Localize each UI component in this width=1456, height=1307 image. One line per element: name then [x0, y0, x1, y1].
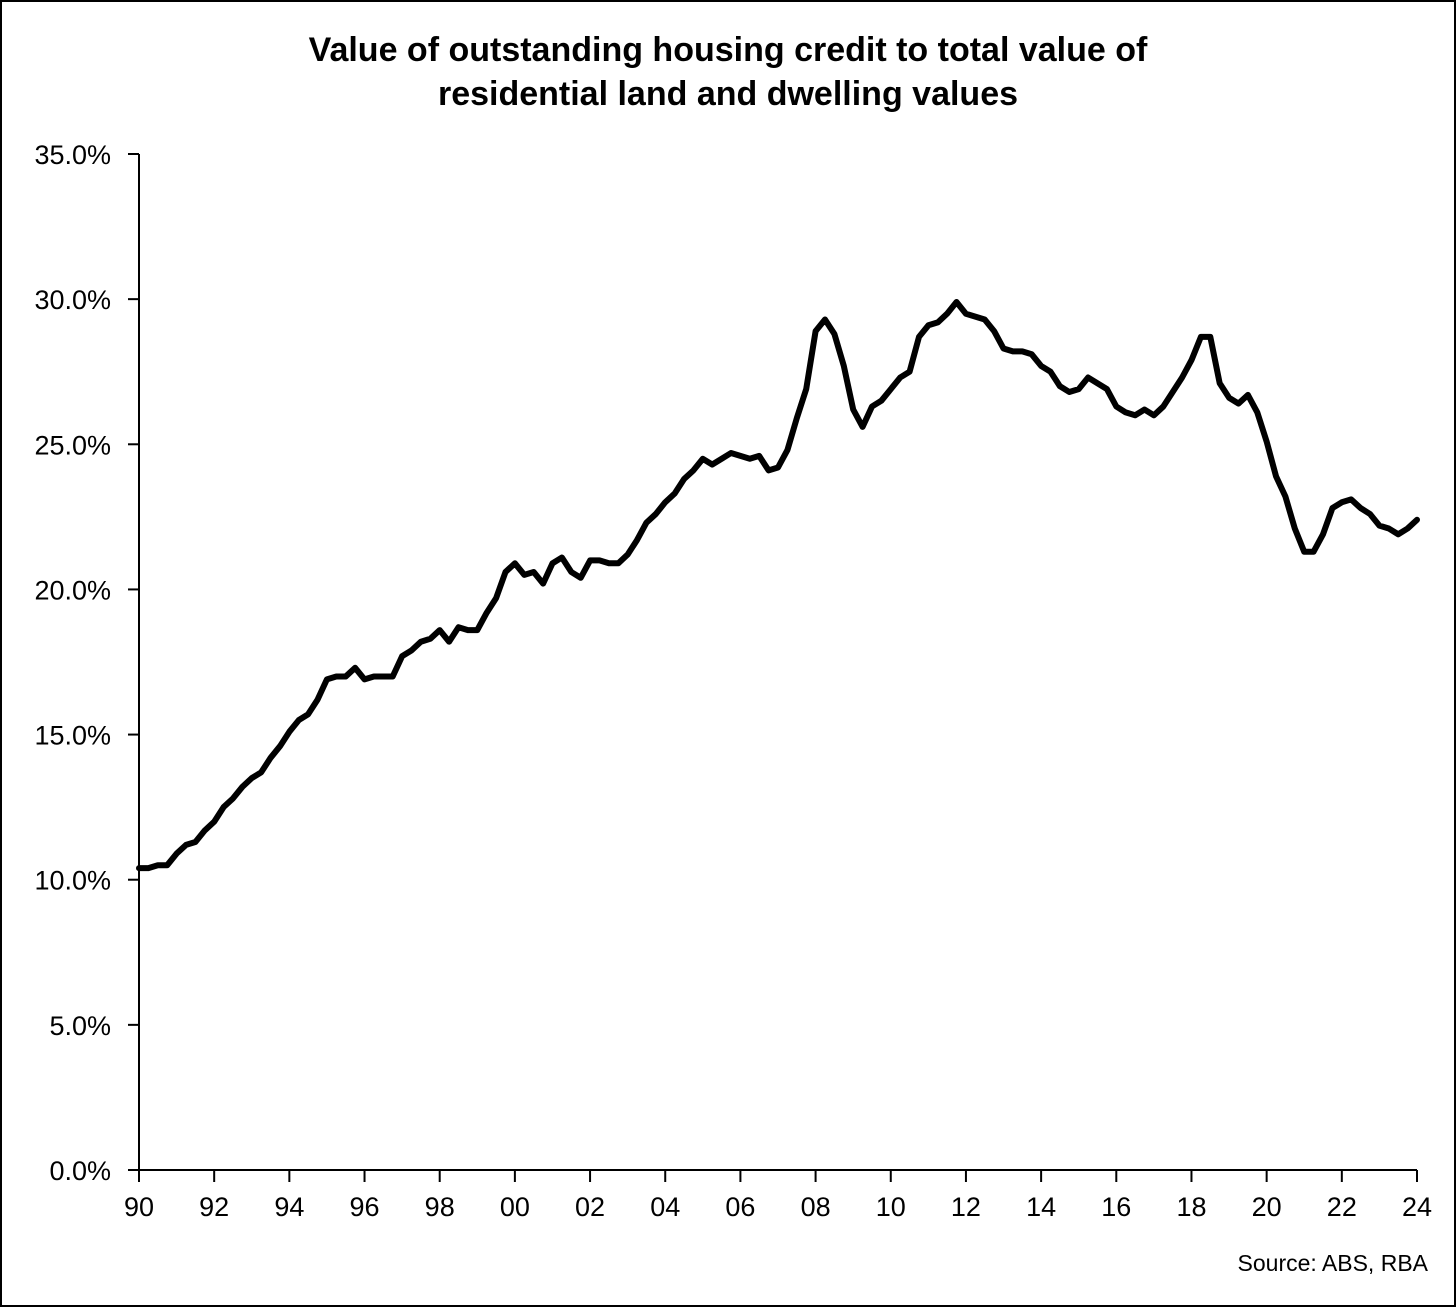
series-group	[136, 299, 1420, 872]
x-tick-label: 20	[1252, 1192, 1282, 1222]
x-tick-label: 02	[575, 1192, 605, 1222]
x-tick-label: 10	[876, 1192, 906, 1222]
x-tick-label: 12	[951, 1192, 981, 1222]
source-note: Source: ABS, RBA	[1237, 1250, 1428, 1276]
y-tick-label: 20.0%	[34, 575, 111, 605]
x-tick-label: 16	[1101, 1192, 1131, 1222]
y-tick-label: 5.0%	[49, 1011, 111, 1041]
series-line	[136, 299, 1420, 872]
y-tick-label: 15.0%	[34, 721, 111, 751]
x-tick-label: 96	[350, 1192, 380, 1222]
x-tick-label: 22	[1327, 1192, 1357, 1222]
chart-title-line-1: Value of outstanding housing credit to t…	[308, 31, 1148, 69]
x-tick-label: 04	[650, 1192, 680, 1222]
x-axis: 90 92 94 96 98 00 02 04 06 08 10 12 14 16 18 20 22 24	[124, 1169, 1432, 1222]
x-tick-label: 06	[725, 1192, 755, 1222]
y-tick-label: 30.0%	[34, 285, 111, 315]
x-tick-label: 94	[274, 1192, 304, 1222]
x-tick-label: 14	[1026, 1192, 1056, 1222]
x-tick-label: 24	[1402, 1192, 1432, 1222]
y-tick-label: 0.0%	[49, 1156, 111, 1186]
chart-title-line-2: residential land and dwelling values	[437, 75, 1019, 113]
y-axis: 0.0% 5.0% 10.0% 15.0% 20.0% 25.0% 30.0% 35.0%	[34, 140, 140, 1186]
x-tick-label: 90	[124, 1192, 154, 1222]
y-tick-label: 35.0%	[34, 140, 111, 170]
chart-title: Value of outstanding housing credit to t…	[0, 28, 1456, 116]
y-tick-label: 10.0%	[34, 866, 111, 896]
y-tick-label: 25.0%	[34, 430, 111, 460]
x-tick-label: 08	[801, 1192, 831, 1222]
x-tick-label: 92	[199, 1192, 229, 1222]
x-tick-label: 18	[1176, 1192, 1206, 1222]
x-tick-label: 98	[425, 1192, 455, 1222]
x-tick-label: 00	[500, 1192, 530, 1222]
